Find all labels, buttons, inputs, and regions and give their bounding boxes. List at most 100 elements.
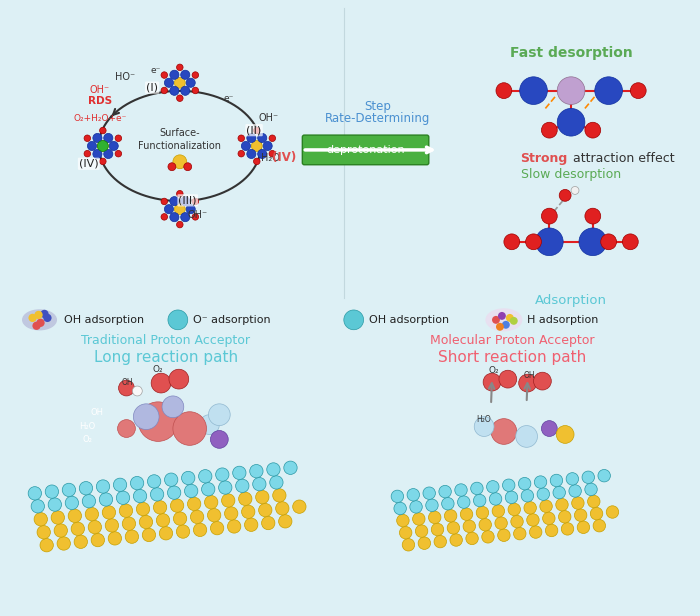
Text: Short reaction path: Short reaction path	[438, 350, 586, 365]
Text: Functionalization: Functionalization	[139, 141, 221, 151]
Circle shape	[526, 234, 541, 249]
Text: deprotonation: deprotonation	[326, 145, 405, 155]
Ellipse shape	[22, 310, 56, 330]
Circle shape	[164, 473, 178, 487]
Text: OH: OH	[90, 408, 104, 416]
Circle shape	[540, 500, 552, 513]
Text: RDS: RDS	[88, 97, 112, 107]
Circle shape	[253, 477, 266, 491]
Circle shape	[161, 87, 167, 94]
Circle shape	[267, 463, 280, 476]
Circle shape	[161, 214, 167, 220]
Circle shape	[578, 521, 589, 533]
Circle shape	[65, 496, 78, 509]
Circle shape	[31, 500, 45, 513]
Circle shape	[601, 234, 617, 249]
Circle shape	[186, 78, 195, 87]
Text: Rate-Determining: Rate-Determining	[325, 111, 430, 125]
Circle shape	[202, 482, 215, 496]
Circle shape	[556, 426, 574, 444]
Circle shape	[151, 373, 171, 393]
Circle shape	[579, 228, 607, 256]
Circle shape	[253, 158, 260, 164]
Circle shape	[250, 464, 263, 478]
Circle shape	[466, 532, 478, 545]
Circle shape	[54, 524, 67, 537]
Circle shape	[536, 228, 564, 256]
Circle shape	[590, 508, 603, 520]
Circle shape	[170, 197, 179, 206]
Circle shape	[139, 516, 153, 529]
Circle shape	[122, 517, 136, 530]
Circle shape	[118, 419, 135, 437]
Circle shape	[479, 519, 491, 531]
Circle shape	[269, 135, 276, 142]
Circle shape	[585, 122, 601, 138]
Circle shape	[473, 494, 486, 507]
Circle shape	[85, 508, 99, 521]
Circle shape	[109, 142, 118, 150]
Circle shape	[519, 374, 536, 392]
Circle shape	[256, 490, 269, 504]
Text: e⁻: e⁻	[151, 66, 161, 75]
Circle shape	[176, 64, 183, 71]
Text: Adsorption: Adsorption	[535, 294, 607, 307]
Circle shape	[97, 480, 110, 493]
Circle shape	[241, 505, 255, 519]
Text: Step: Step	[364, 100, 391, 113]
Circle shape	[181, 471, 195, 485]
Circle shape	[529, 526, 542, 538]
Circle shape	[139, 402, 178, 442]
Circle shape	[130, 476, 143, 490]
Circle shape	[541, 208, 557, 224]
Circle shape	[46, 485, 59, 498]
Circle shape	[41, 310, 48, 318]
Circle shape	[43, 314, 52, 322]
Circle shape	[192, 72, 199, 78]
Text: OH adsorption: OH adsorption	[64, 315, 144, 325]
Circle shape	[156, 514, 169, 527]
Circle shape	[483, 373, 501, 391]
Circle shape	[510, 317, 518, 325]
Circle shape	[270, 476, 283, 489]
Circle shape	[176, 190, 183, 197]
Ellipse shape	[486, 309, 522, 331]
Circle shape	[550, 474, 563, 487]
Circle shape	[36, 318, 45, 327]
Circle shape	[585, 208, 601, 224]
Text: (III): (III)	[178, 195, 197, 205]
Circle shape	[188, 497, 201, 511]
Circle shape	[506, 314, 514, 322]
Circle shape	[557, 108, 585, 136]
Circle shape	[394, 502, 407, 515]
Circle shape	[442, 498, 454, 510]
Text: OH⁻: OH⁻	[188, 210, 208, 220]
Circle shape	[40, 538, 53, 552]
Circle shape	[522, 490, 533, 502]
Circle shape	[132, 386, 142, 396]
Circle shape	[211, 431, 228, 448]
Circle shape	[170, 86, 179, 95]
Circle shape	[136, 503, 150, 516]
Text: OH: OH	[524, 371, 536, 380]
Circle shape	[492, 316, 500, 324]
Circle shape	[116, 491, 130, 505]
Text: (IV): (IV)	[272, 152, 297, 164]
Circle shape	[447, 522, 460, 534]
Text: Long reaction path: Long reaction path	[94, 350, 238, 365]
Circle shape	[222, 494, 235, 507]
Circle shape	[99, 493, 113, 506]
Circle shape	[192, 198, 199, 205]
Circle shape	[571, 187, 579, 195]
Circle shape	[492, 505, 505, 517]
Circle shape	[164, 205, 174, 214]
Circle shape	[153, 501, 167, 514]
Circle shape	[251, 140, 262, 152]
Circle shape	[150, 488, 164, 501]
Circle shape	[526, 514, 539, 526]
Circle shape	[119, 504, 132, 517]
Circle shape	[238, 135, 244, 142]
Circle shape	[476, 506, 489, 519]
Circle shape	[263, 142, 272, 150]
Text: O₂+H₂O+e⁻: O₂+H₂O+e⁻	[73, 114, 127, 123]
